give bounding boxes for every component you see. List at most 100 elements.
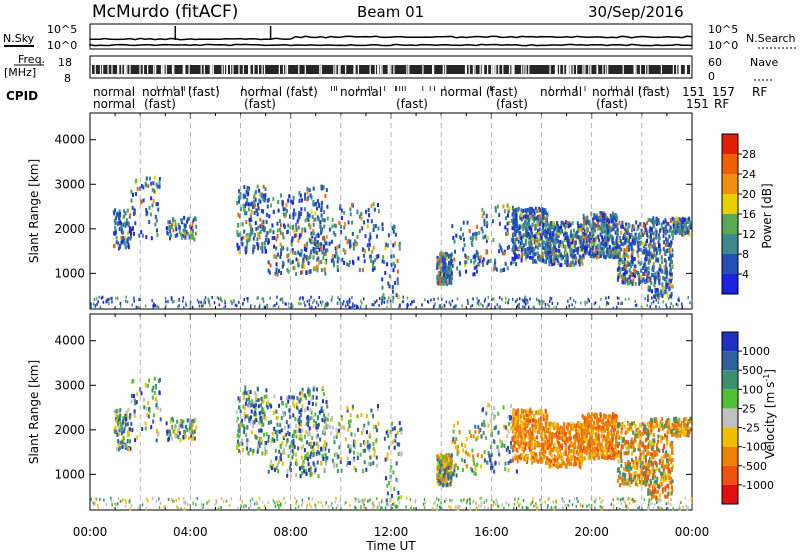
ground-scatter-cell [362,501,364,505]
scatter-cell [129,212,132,217]
scatter-cell [359,452,362,457]
freq-gap [528,65,530,74]
scatter-cell [600,228,603,233]
scatter-cell [288,445,291,450]
cpid-row2-a: normal [93,97,135,111]
scatter-cell [381,295,384,300]
scatter-cell [472,255,475,260]
scatter-cell [250,231,253,236]
scatter-cell [279,423,282,428]
scatter-cell [613,250,616,255]
ground-scatter-cell [678,504,681,508]
scatter-cell [468,229,471,233]
scatter-cell [156,184,159,189]
scatter-cell [363,441,366,446]
ground-scatter-cell [301,498,304,502]
scatter-cell [147,414,150,419]
ground-scatter-cell [566,503,568,507]
scatter-cell [291,440,294,445]
scatter-cell [622,279,625,284]
scatter-cell [261,249,264,254]
scatter-cell [532,259,534,264]
scatter-cell [315,395,318,400]
scatter-cell [343,225,346,230]
freq-gap [635,65,637,74]
scatter-cell [118,432,121,437]
scatter-cell [263,411,266,416]
scatter-cell [655,258,658,263]
scatter-cell [298,198,301,203]
scatter-cell [631,239,634,244]
scatter-cell [320,205,323,210]
scatter-cell [309,467,312,471]
scatter-cell [120,238,123,243]
scatter-cell [291,395,294,400]
scatter-cell [580,255,583,260]
scatter-cell [287,258,290,263]
scatter-cell [332,464,335,469]
scatter-cell [311,415,314,420]
scatter-cell [671,265,674,269]
scatter-cell [649,259,651,264]
scatter-cell [474,254,477,259]
scatter-cell [366,440,369,444]
scatter-cell [310,441,313,446]
scatter-cell [340,208,343,213]
scatter-cell [261,222,264,227]
scatter-cell [612,218,615,223]
scatter-cell [449,266,452,270]
scatter-cell [191,430,194,435]
scatter-cell [648,218,651,222]
scatter-cell [315,435,318,440]
scatter-cell [114,425,117,430]
scatter-cell [554,241,556,245]
scatter-cell [289,415,292,419]
scatter-cell [280,428,283,433]
ground-scatter-cell [122,498,124,501]
ground-scatter-cell [681,302,683,306]
scatter-cell [531,207,534,212]
ground-scatter-cell [97,300,99,304]
ground-scatter-cell [523,298,526,302]
freq-gap [173,65,175,74]
ground-scatter-cell [361,301,363,305]
scatter-cell [165,226,168,231]
scatter-cell [171,222,173,227]
scatter-cell [529,206,532,211]
scatter-cell [542,225,544,230]
scatter-cell [647,285,650,290]
ground-scatter-cell [233,299,235,303]
scatter-cell [302,444,305,449]
scatter-cell [298,214,301,219]
scatter-cell [349,207,352,212]
scatter-cell [560,256,563,261]
scatter-cell [659,248,662,253]
ground-scatter-cell [472,297,474,301]
scatter-cell [250,209,253,214]
ground-scatter-cell [238,300,240,304]
scatter-cell [259,224,262,229]
scatter-cell [280,415,283,420]
scatter-cell [530,215,532,219]
ground-scatter-cell [450,506,452,510]
ground-scatter-cell [471,304,474,307]
scatter-cell [269,464,272,469]
ground-scatter-cell [147,499,149,503]
ground-scatter-cell [125,299,127,303]
ground-scatter-cell [475,507,478,511]
scatter-cell [670,272,673,277]
scatter-cell [551,262,554,267]
ground-scatter-cell [424,298,426,302]
scatter-cell [536,222,539,227]
scatter-cell [681,232,684,236]
beam-title: Beam 01 [357,3,424,21]
scatter-cell [271,223,274,228]
ground-scatter-cell [224,304,227,308]
scatter-cell [311,445,314,450]
freq-gap [226,65,228,74]
scatter-cell [588,251,591,256]
scatter-cell [346,405,349,410]
scatter-cell [270,420,273,424]
ground-scatter-cell [381,507,383,511]
freq-gap [379,65,382,74]
